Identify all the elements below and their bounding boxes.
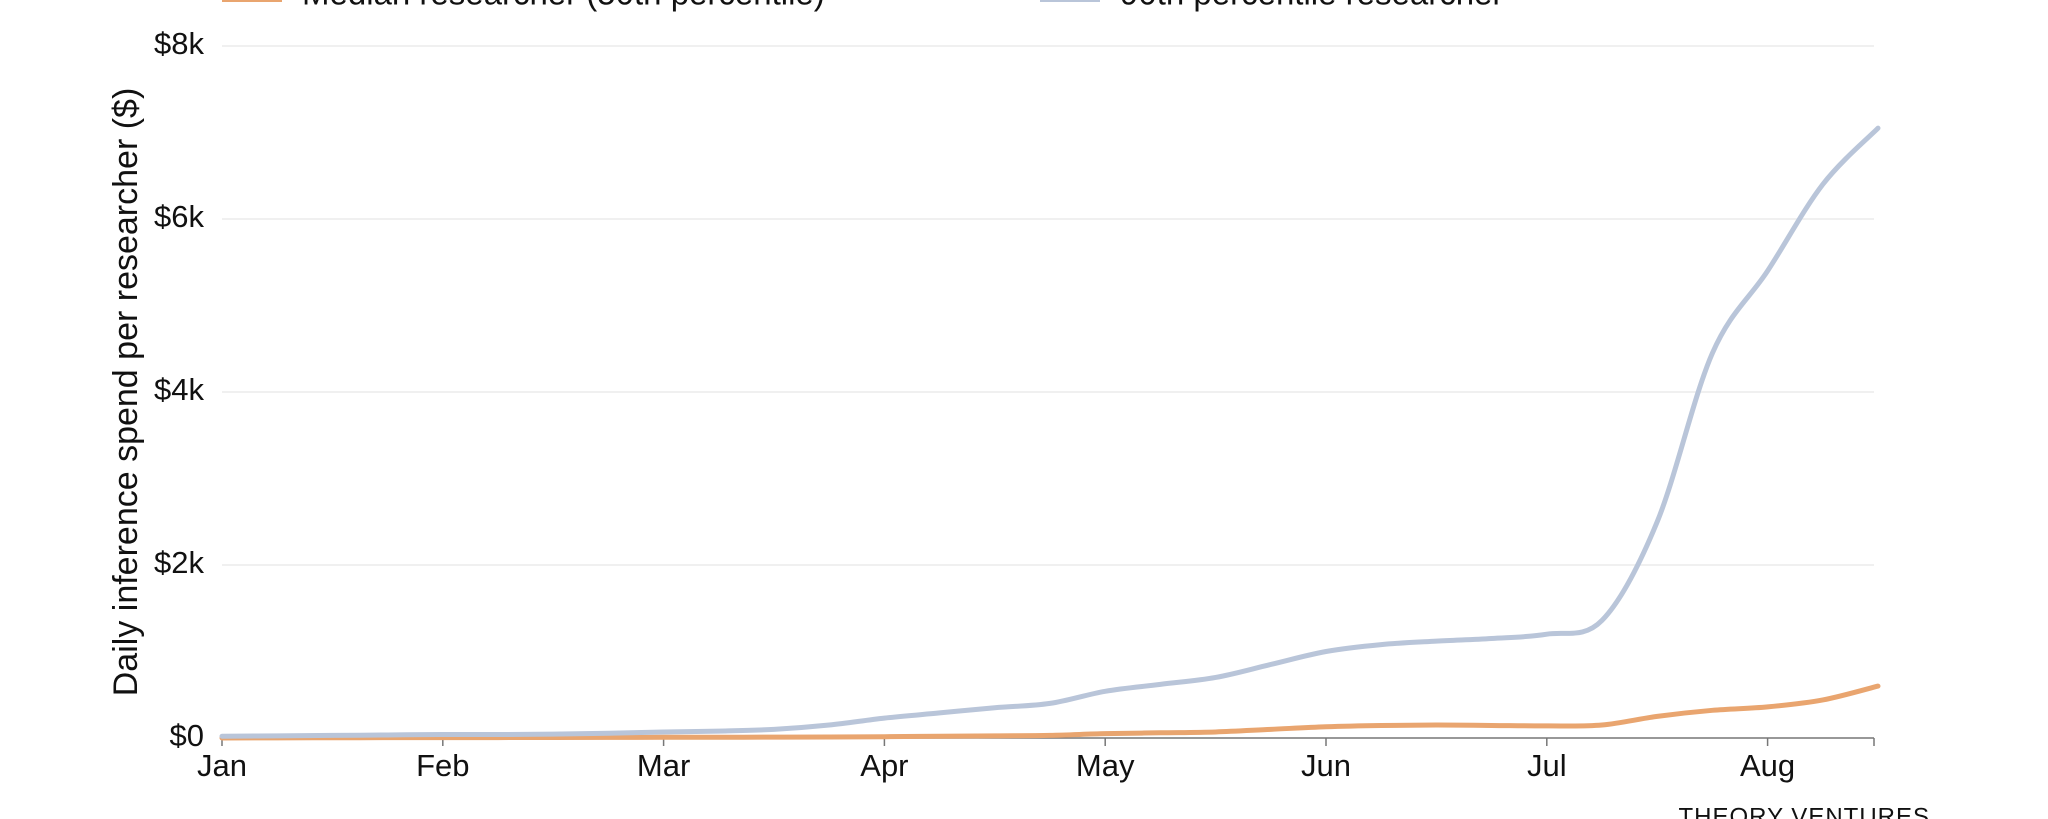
x-tick-label: May: [1076, 748, 1135, 783]
y-tick-label: $0: [170, 718, 204, 753]
credit: THEORY VENTURES: [1679, 803, 1931, 819]
series-line: [219, 125, 1881, 739]
legend-label: 90th percentile researcher: [1120, 0, 1503, 12]
x-tick-label: Jan: [197, 748, 247, 783]
x-tick-label: Jun: [1301, 748, 1351, 783]
series-line: [219, 683, 1881, 741]
legend-label: Median researcher (50th percentile): [302, 0, 825, 12]
y-tick-label: $2k: [154, 545, 204, 580]
x-tick-label: Mar: [637, 748, 690, 783]
x-tick-label: Feb: [416, 748, 469, 783]
y-tick-label: $4k: [154, 372, 204, 407]
y-tick-label: $6k: [154, 199, 204, 234]
x-tick-label: Apr: [860, 748, 908, 783]
y-axis-label: Daily inference spend per researcher ($): [107, 88, 145, 697]
y-tick-label: $8k: [154, 26, 204, 61]
x-tick-label: Aug: [1740, 748, 1795, 783]
x-tick-label: Jul: [1527, 748, 1567, 783]
